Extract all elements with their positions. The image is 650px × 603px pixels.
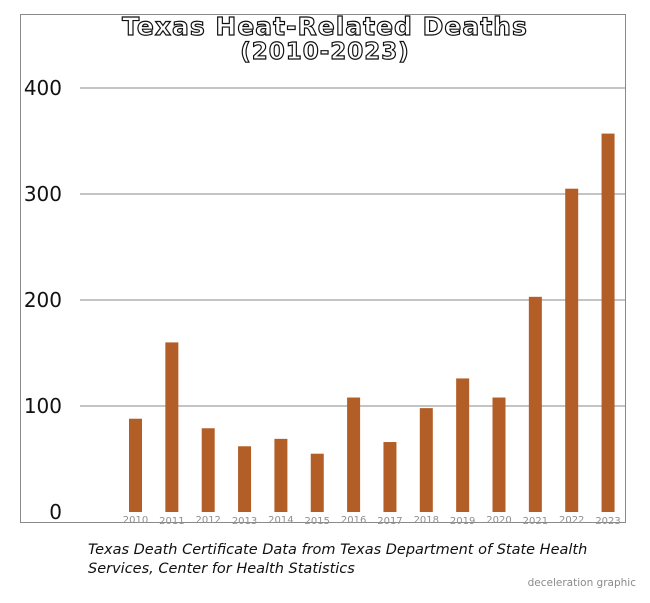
gridlines <box>80 87 626 407</box>
bar-2022 <box>565 188 579 512</box>
x-tick-label: 2016 <box>341 515 366 526</box>
bar-2023 <box>601 133 615 512</box>
bar-2010 <box>129 418 142 512</box>
x-tick-label: 2022 <box>559 515 584 526</box>
x-tick-label: 2012 <box>195 515 220 526</box>
bar-2020 <box>492 397 506 512</box>
bar-2016 <box>347 397 361 512</box>
bar-2013 <box>238 446 252 512</box>
chart-subtitle: (2010-2023) <box>240 38 410 65</box>
x-axis-ticks: 2010 2011 2012 2013 2014 2015 2016 2017 2018 2019… <box>123 515 621 527</box>
credit-text: deceleration graphic <box>527 577 636 589</box>
bar-2018 <box>419 408 433 512</box>
y-tick-label: 200 <box>24 288 62 312</box>
x-tick-label: 2013 <box>232 516 257 527</box>
y-axis-ticks: 0 100 200 300 400 <box>24 76 62 524</box>
x-tick-label: 2023 <box>595 516 620 527</box>
x-tick-label: 2020 <box>486 515 511 526</box>
bar-2012 <box>201 428 215 512</box>
x-tick-label: 2018 <box>414 515 439 526</box>
x-tick-label: 2019 <box>450 516 475 527</box>
bar-2019 <box>456 378 470 512</box>
x-tick-label: 2014 <box>268 515 293 526</box>
x-tick-label: 2015 <box>305 516 330 527</box>
bar-2017 <box>383 442 397 512</box>
y-tick-label: 100 <box>24 394 62 418</box>
y-tick-label: 0 <box>49 500 62 524</box>
y-tick-label: 300 <box>24 182 62 206</box>
bar-2014 <box>274 438 288 512</box>
bar-2011 <box>165 342 179 512</box>
bars <box>129 133 615 512</box>
chart-frame <box>20 14 626 523</box>
source-note: Texas Death Certificate Data from Texas … <box>88 542 588 577</box>
chart-title: Texas Heat-Related Deaths <box>122 11 528 41</box>
x-tick-label: 2011 <box>159 516 184 527</box>
x-tick-label: 2021 <box>523 516 548 527</box>
bar-2021 <box>528 296 542 512</box>
x-tick-label: 2017 <box>377 516 402 527</box>
y-tick-label: 400 <box>24 76 62 100</box>
bar-2015 <box>310 453 324 512</box>
x-tick-label: 2010 <box>123 515 148 526</box>
